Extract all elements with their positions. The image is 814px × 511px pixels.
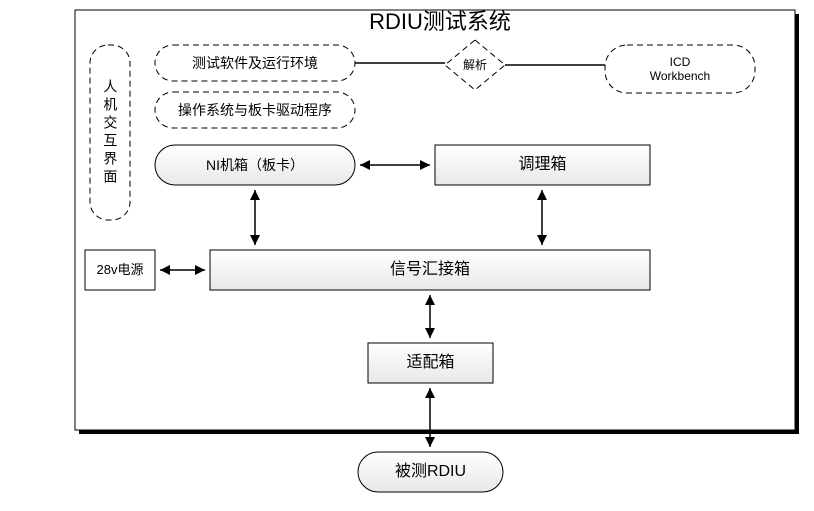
node-pwr-label: 28v电源 — [97, 262, 144, 278]
node-ni: NI机箱（板卡） — [155, 145, 355, 185]
node-sw-env-label: 测试软件及运行环境 — [192, 55, 318, 72]
node-rdiu-label: 被测RDIU — [395, 462, 466, 481]
node-cond: 调理箱 — [435, 145, 650, 185]
node-icd: ICD Workbench — [605, 45, 755, 93]
node-junction: 信号汇接箱 — [210, 250, 650, 290]
node-hmi: 人机交互界面 — [90, 45, 130, 220]
node-parse-label: 解析 — [463, 58, 487, 72]
node-adapter-label: 适配箱 — [406, 353, 454, 372]
node-cond-label: 调理箱 — [518, 155, 566, 174]
node-os-drv-label: 操作系统与板卡驱动程序 — [178, 102, 332, 119]
node-junction-label: 信号汇接箱 — [390, 260, 470, 279]
node-hmi-label: 人机交互界面 — [102, 79, 119, 187]
node-pwr: 28v电源 — [85, 250, 155, 290]
system-title-text: RDIU测试系统 — [369, 9, 511, 35]
node-os-drv: 操作系统与板卡驱动程序 — [155, 92, 355, 128]
diagram-root: RDIU测试系统 人机交互界面 测试软件及运行环境 操作系统与板卡驱动程序 解析… — [0, 0, 814, 511]
node-icd-label: ICD Workbench — [650, 55, 710, 84]
node-sw-env: 测试软件及运行环境 — [155, 45, 355, 81]
node-adapter: 适配箱 — [368, 343, 493, 383]
node-parse: 解析 — [445, 40, 505, 90]
node-ni-label: NI机箱（板卡） — [206, 157, 304, 174]
node-rdiu: 被测RDIU — [358, 452, 503, 492]
system-title: RDIU测试系统 — [300, 8, 580, 36]
